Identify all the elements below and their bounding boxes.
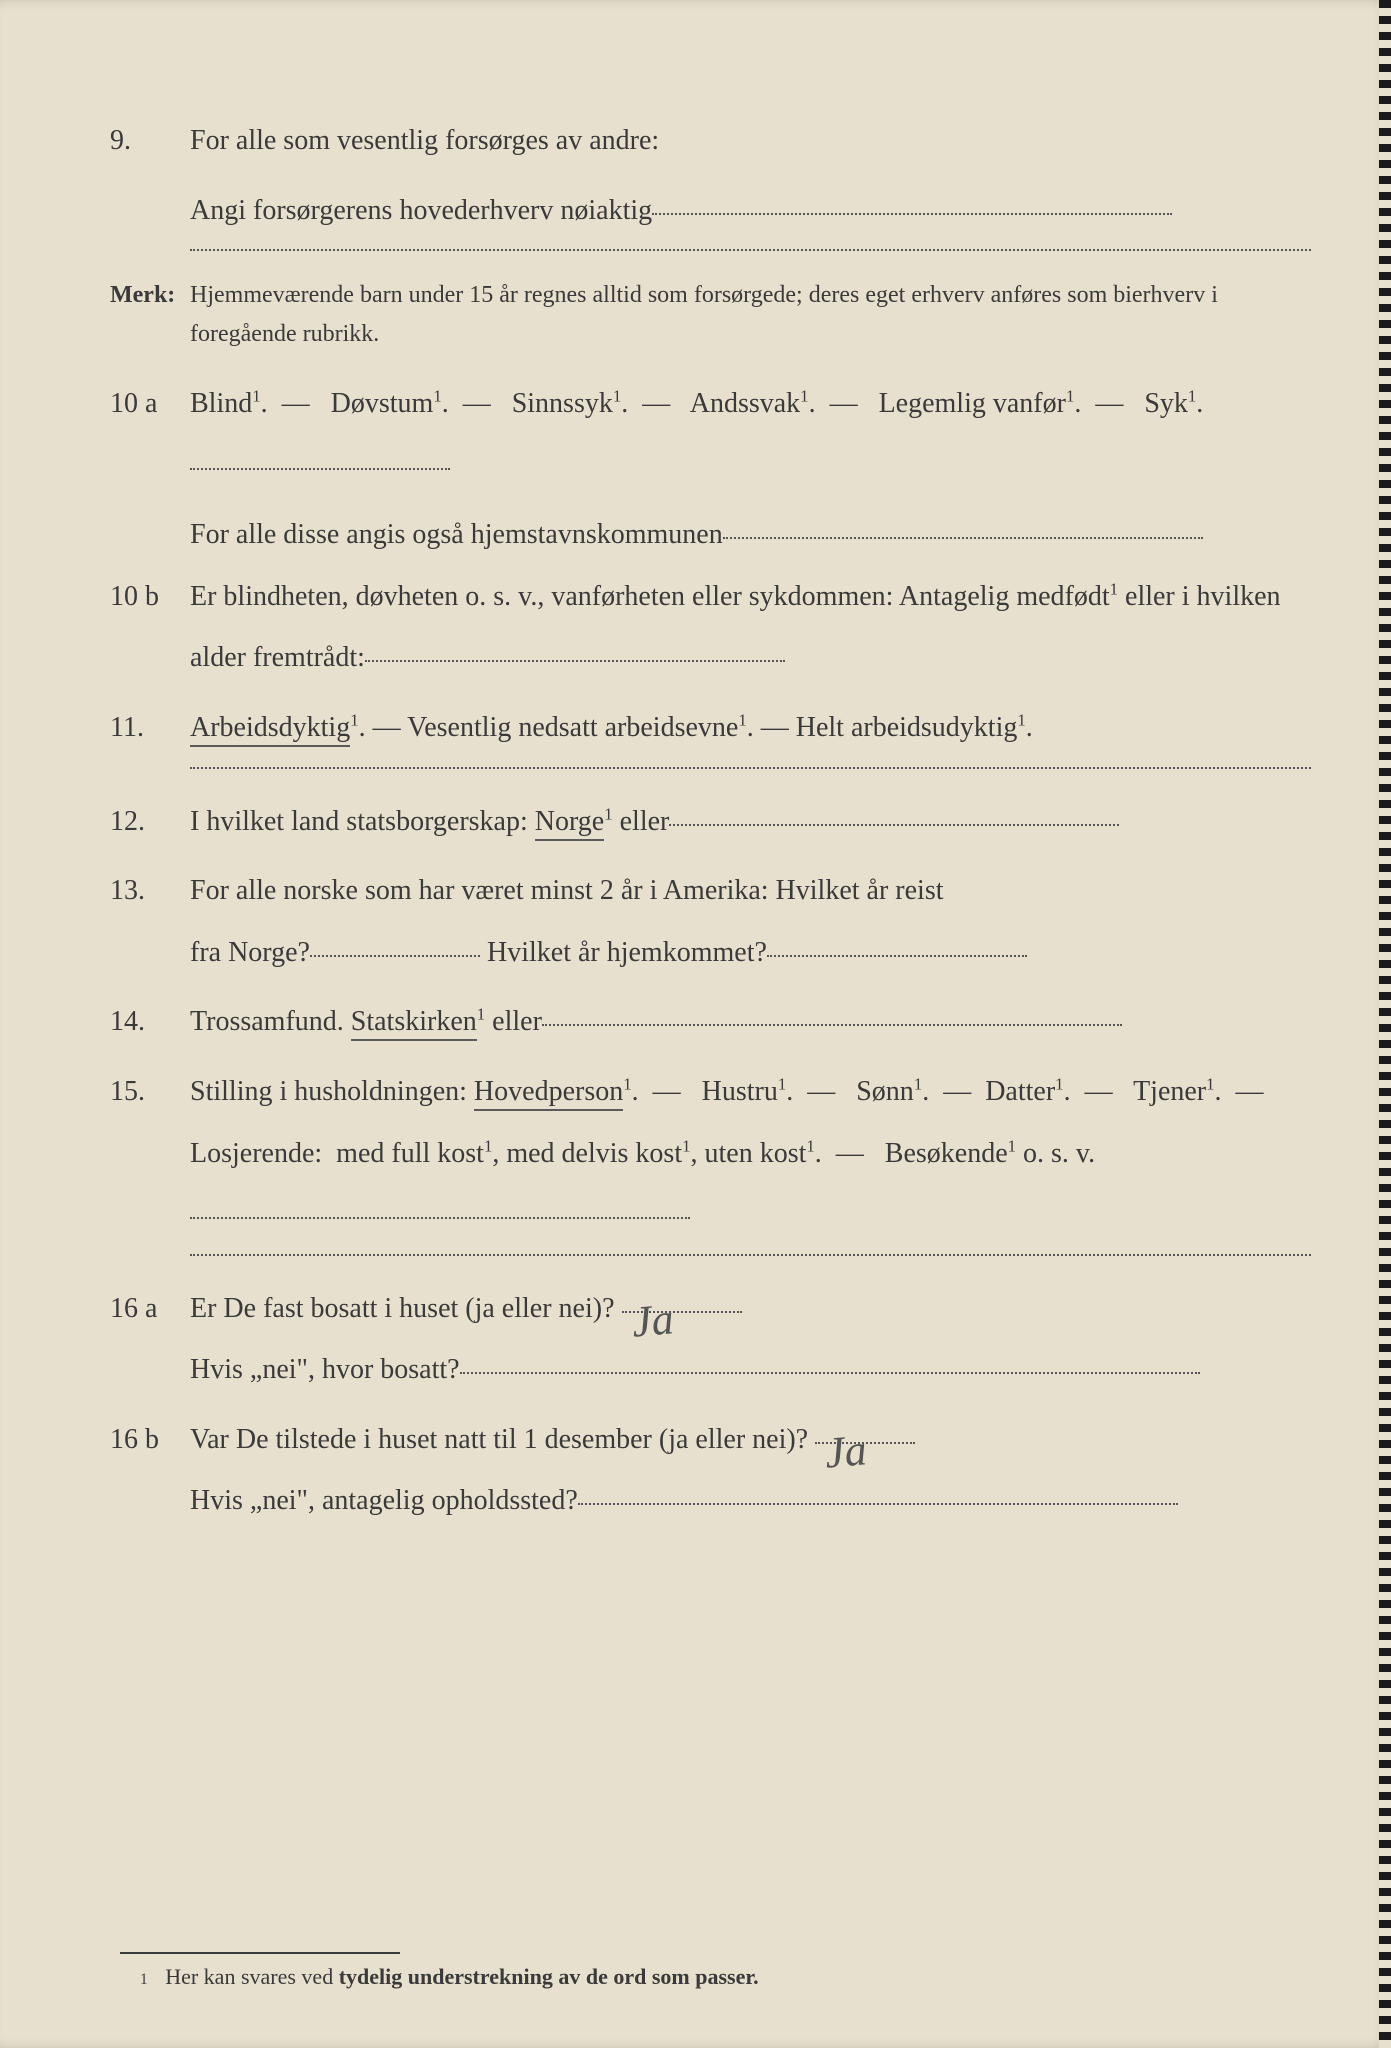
divider-line bbox=[190, 249, 1311, 251]
q13-mid: Hvilket år hjemkommet? bbox=[487, 937, 767, 968]
opt-dovstum: Døvstum bbox=[331, 388, 434, 419]
opt-datter: Datter bbox=[985, 1076, 1055, 1107]
question-16b: 16 b Var De tilstede i huset natt til 1 … bbox=[110, 1409, 1311, 1532]
q10a-line2: For alle disse angis også hjemstavnskomm… bbox=[190, 504, 1311, 566]
divider-line bbox=[190, 767, 1311, 769]
opt-hustru: Hustru bbox=[702, 1076, 778, 1107]
q10a-line2-text: For alle disse angis også hjemstavnskomm… bbox=[190, 519, 723, 550]
q12-text: I hvilket land statsborgerskap: Norge1 e… bbox=[190, 791, 1311, 853]
opt-sinnssyk: Sinnssyk bbox=[512, 388, 613, 419]
q14-pre: Trossamfund. bbox=[190, 1006, 351, 1037]
q10a-options: Blind1. — Døvstum1. — Sinnssyk1. — Andss… bbox=[190, 373, 1311, 496]
q10b-pre: Er blindheten, døvheten o. s. v., vanfør… bbox=[190, 581, 1110, 612]
q13-pre: fra Norge? bbox=[190, 937, 310, 968]
merk-text: Hjemmeværende barn under 15 år regnes al… bbox=[190, 276, 1311, 353]
q14-text: Trossamfund. Statskirken1 eller bbox=[190, 991, 1311, 1053]
fill-line: Ja bbox=[815, 1442, 915, 1444]
fill-line bbox=[460, 1372, 1200, 1374]
divider-line bbox=[190, 1254, 1311, 1256]
fill-line bbox=[578, 1503, 1178, 1505]
opt-statskirken: Statskirken bbox=[351, 1006, 477, 1041]
merk-note: Merk: Hjemmeværende barn under 15 år reg… bbox=[110, 273, 1311, 353]
fill-line: Ja bbox=[622, 1311, 742, 1313]
q10b-number: 10 b bbox=[110, 570, 190, 623]
opt-andssvak: Andssvak bbox=[690, 388, 800, 419]
q15-pre: Stilling i husholdningen: bbox=[190, 1076, 474, 1107]
q13-number: 13. bbox=[110, 864, 190, 917]
q9-line2-text: Angi forsørgerens hovederhverv nøiaktig bbox=[190, 195, 652, 226]
opt-nedsatt: Vesentlig nedsatt arbeidsevne bbox=[407, 712, 738, 743]
fill-line bbox=[190, 1217, 690, 1219]
opt-delviskost: med delvis kost bbox=[506, 1138, 682, 1169]
losjerende-label: Losjerende: bbox=[190, 1138, 322, 1169]
q10b-text: Er blindheten, døvheten o. s. v., vanfør… bbox=[190, 566, 1311, 689]
q16b-line2: Hvis „nei", antagelig opholdssted? bbox=[190, 1485, 578, 1516]
opt-norge: Norge bbox=[535, 806, 604, 841]
q12-pre: I hvilket land statsborgerskap: bbox=[190, 806, 535, 837]
opt-udyktig: Helt arbeidsudyktig bbox=[796, 712, 1018, 743]
merk-label: Merk: bbox=[110, 273, 190, 319]
q15-text: Stilling i husholdningen: Hovedperson1. … bbox=[190, 1061, 1311, 1246]
opt-syk: Syk bbox=[1144, 388, 1188, 419]
opt-utenkost: uten kost bbox=[704, 1138, 806, 1169]
opt-besokende: Besøkende bbox=[885, 1138, 1008, 1169]
q14-post: eller bbox=[485, 1006, 542, 1037]
opt-fullkost: med full kost bbox=[336, 1138, 484, 1169]
fill-line bbox=[365, 660, 785, 662]
q16b-number: 16 b bbox=[110, 1413, 190, 1466]
footnote-number: 1 bbox=[140, 1971, 148, 1988]
q9-line2: Angi forsørgerens hovederhverv nøiaktig bbox=[190, 180, 1311, 242]
q16b-text: Var De tilstede i huset natt til 1 desem… bbox=[190, 1409, 1311, 1532]
fill-line bbox=[767, 955, 1027, 957]
question-15: 15. Stilling i husholdningen: Hovedperso… bbox=[110, 1061, 1311, 1246]
fill-line bbox=[652, 213, 1172, 215]
answer-ja-16a: Ja bbox=[627, 1271, 677, 1371]
fill-line bbox=[310, 955, 480, 957]
q13-line1: For alle norske som har været minst 2 år… bbox=[190, 875, 944, 906]
q11-number: 11. bbox=[110, 701, 190, 754]
q16a-number: 16 a bbox=[110, 1282, 190, 1335]
q16a-line2: Hvis „nei", hvor bosatt? bbox=[190, 1354, 460, 1385]
answer-ja-16b: Ja bbox=[821, 1402, 871, 1502]
q12-number: 12. bbox=[110, 795, 190, 848]
fill-line bbox=[190, 468, 450, 470]
question-9: 9. For alle som vesentlig forsørges av a… bbox=[110, 110, 1311, 172]
opt-blind: Blind bbox=[190, 388, 252, 419]
opt-hovedperson: Hovedperson bbox=[474, 1076, 623, 1111]
fill-line bbox=[723, 537, 1203, 539]
footnote-pre: Her kan svares ved bbox=[165, 1964, 339, 1989]
q14-number: 14. bbox=[110, 995, 190, 1048]
opt-tjener: Tjener bbox=[1133, 1076, 1206, 1107]
question-14: 14. Trossamfund. Statskirken1 eller bbox=[110, 991, 1311, 1053]
q13-text: For alle norske som har været minst 2 år… bbox=[190, 860, 1311, 983]
question-10b: 10 b Er blindheten, døvheten o. s. v., v… bbox=[110, 566, 1311, 689]
question-16a: 16 a Er De fast bosatt i huset (ja eller… bbox=[110, 1278, 1311, 1401]
q9-number: 9. bbox=[110, 114, 190, 167]
q11-options: Arbeidsdyktig1. — Vesentlig nedsatt arbe… bbox=[190, 697, 1311, 759]
opt-sonn: Sønn bbox=[856, 1076, 914, 1107]
footnote: 1 Her kan svares ved tydelig understrekn… bbox=[140, 1964, 1311, 1990]
fill-line bbox=[669, 824, 1119, 826]
document-page: 9. For alle som vesentlig forsørges av a… bbox=[0, 0, 1391, 2048]
fill-line bbox=[542, 1024, 1122, 1026]
question-10a: 10 a Blind1. — Døvstum1. — Sinnssyk1. — … bbox=[110, 373, 1311, 496]
q15-number: 15. bbox=[110, 1065, 190, 1118]
q12-post: eller bbox=[613, 806, 670, 837]
footnote-bold: tydelig understrekning av de ord som pas… bbox=[339, 1964, 759, 1989]
q10a-number: 10 a bbox=[110, 377, 190, 430]
question-11: 11. Arbeidsdyktig1. — Vesentlig nedsatt … bbox=[110, 697, 1311, 759]
q16b-line1: Var De tilstede i huset natt til 1 desem… bbox=[190, 1424, 808, 1455]
q9-line1: For alle som vesentlig forsørges av andr… bbox=[190, 110, 1311, 172]
osv-text: o. s. v. bbox=[1016, 1138, 1095, 1169]
footnote-rule bbox=[120, 1952, 400, 1954]
question-12: 12. I hvilket land statsborgerskap: Norg… bbox=[110, 791, 1311, 853]
q16a-line1: Er De fast bosatt i huset (ja eller nei)… bbox=[190, 1293, 615, 1324]
q16a-text: Er De fast bosatt i huset (ja eller nei)… bbox=[190, 1278, 1311, 1401]
opt-legemlig: Legemlig vanfør bbox=[879, 388, 1066, 419]
perforated-edge bbox=[1379, 0, 1391, 2048]
opt-arbeidsdyktig: Arbeidsdyktig bbox=[190, 712, 350, 747]
question-13: 13. For alle norske som har været minst … bbox=[110, 860, 1311, 983]
